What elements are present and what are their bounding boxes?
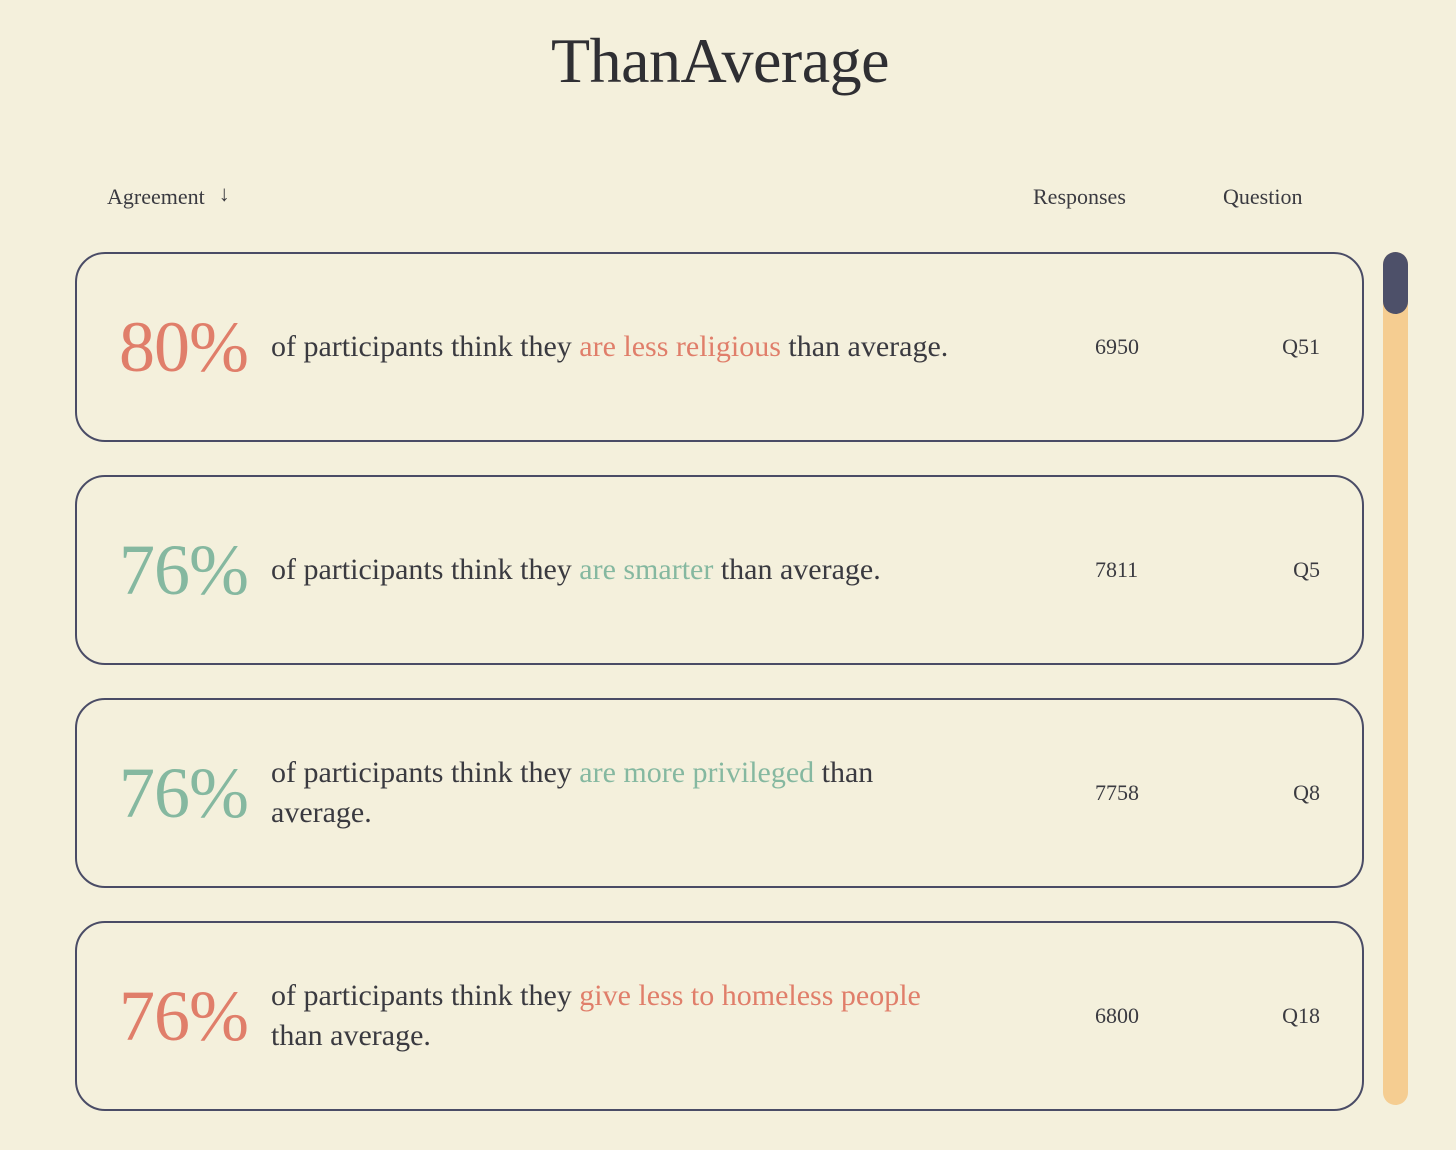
result-card[interactable]: 76% of participants think they are smart… bbox=[75, 475, 1364, 665]
response-count: 6800 bbox=[1095, 1003, 1139, 1028]
statement-prefix: of participants think they bbox=[271, 553, 580, 586]
result-card[interactable]: 76% of participants think they give less… bbox=[75, 921, 1364, 1111]
response-count: 7811 bbox=[1095, 557, 1139, 582]
results-list: 80% of participants think they are less … bbox=[75, 252, 1364, 1144]
statement-prefix: of participants think they bbox=[271, 330, 580, 363]
statement-suffix: than average. bbox=[780, 330, 949, 363]
agreement-percent: 80% bbox=[119, 307, 249, 387]
question-id: Q18 bbox=[1282, 1003, 1320, 1028]
statement-highlight: give less to homeless people bbox=[579, 979, 921, 1012]
statement-suffix: than average. bbox=[713, 553, 881, 586]
scrollbar-thumb[interactable] bbox=[1383, 252, 1408, 314]
question-id: Q5 bbox=[1293, 557, 1320, 582]
statement-highlight: are more privileged bbox=[579, 756, 815, 789]
sort-arrow-down-icon: ↓ bbox=[218, 181, 230, 206]
response-count: 7758 bbox=[1095, 780, 1139, 805]
statement-highlight: are smarter bbox=[579, 553, 714, 586]
result-card[interactable]: 80% of participants think they are less … bbox=[75, 252, 1364, 442]
agreement-percent: 76% bbox=[119, 530, 249, 610]
scrollbar-track[interactable] bbox=[1383, 252, 1408, 1105]
statement-text: of participants think they give less to … bbox=[271, 976, 971, 1056]
statement-prefix: of participants think they bbox=[271, 979, 580, 1012]
result-card[interactable]: 76% of participants think they are more … bbox=[75, 698, 1364, 888]
response-count: 6950 bbox=[1095, 334, 1139, 359]
statement-text: of participants think they are more priv… bbox=[271, 753, 971, 833]
question-id: Q51 bbox=[1282, 334, 1320, 359]
agreement-percent: 76% bbox=[119, 753, 249, 833]
table-header: Agreement ↓ Responses Question bbox=[0, 181, 1456, 216]
statement-suffix: than average. bbox=[271, 1019, 431, 1052]
statement-prefix: of participants think they bbox=[271, 756, 580, 789]
statement-highlight: are less religious bbox=[579, 330, 781, 363]
statement-text: of participants think they are less reli… bbox=[271, 327, 971, 367]
statement-suffix: than average. bbox=[271, 756, 874, 829]
statement-text: of participants think they are smarter t… bbox=[271, 550, 971, 590]
agreement-header-label: Agreement bbox=[107, 184, 205, 209]
agreement-percent: 76% bbox=[119, 976, 249, 1056]
agreement-column-header[interactable]: Agreement ↓ bbox=[107, 181, 230, 210]
question-id: Q8 bbox=[1293, 780, 1320, 805]
site-title: ThanAverage bbox=[551, 25, 890, 96]
responses-column-header[interactable]: Responses bbox=[1033, 184, 1126, 209]
question-column-header[interactable]: Question bbox=[1223, 184, 1303, 209]
